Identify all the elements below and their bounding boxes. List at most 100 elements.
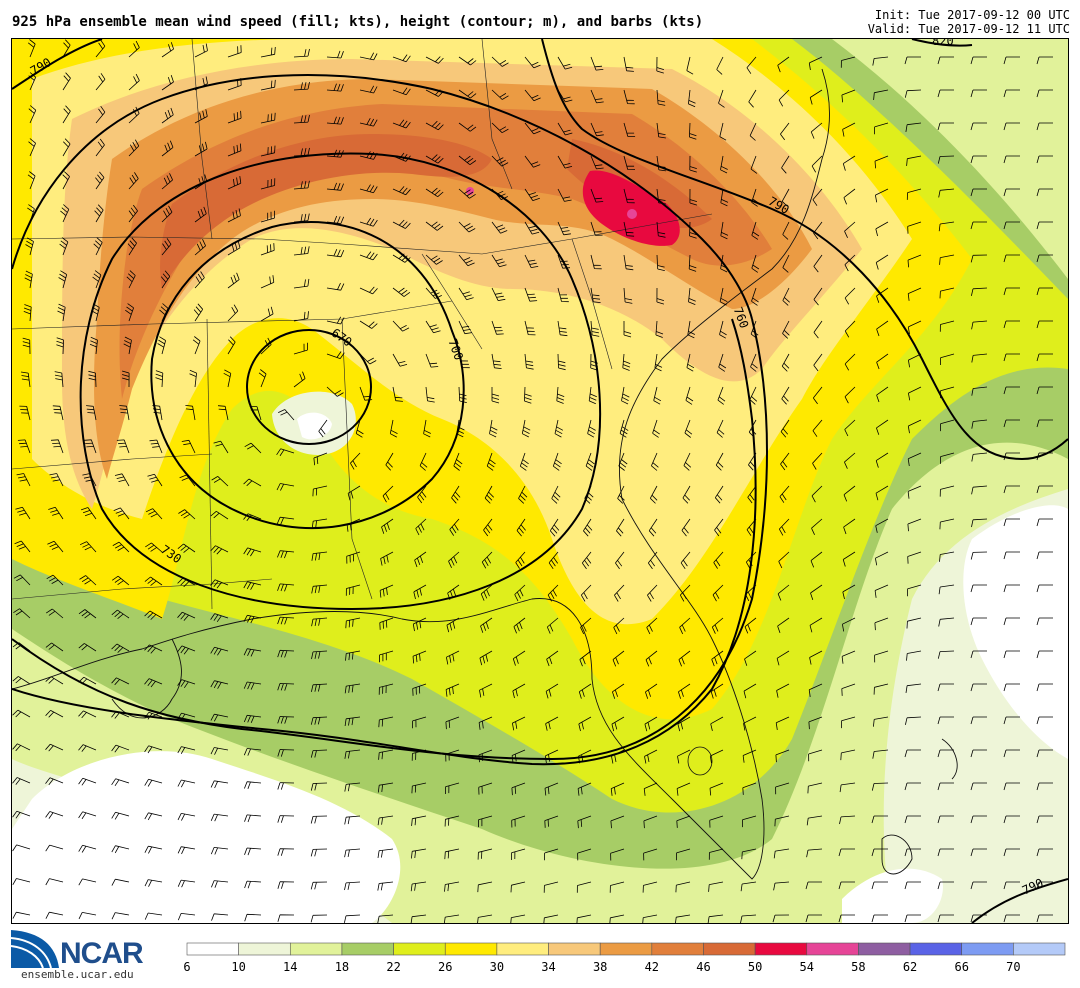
wind-barb <box>656 188 666 205</box>
wind-barb <box>243 748 262 756</box>
wind-barb <box>840 749 856 761</box>
wind-barb <box>907 419 922 434</box>
wind-barb <box>453 452 463 471</box>
wind-barb <box>227 336 236 355</box>
colorbar-tick-label: 38 <box>592 960 608 974</box>
wind-barb <box>45 608 64 619</box>
wind-barb <box>742 782 757 795</box>
wind-barb <box>277 848 295 856</box>
wind-barb <box>123 336 132 355</box>
wind-barb <box>938 617 955 627</box>
wind-barb <box>445 749 460 762</box>
wind-barb <box>843 485 856 502</box>
wind-barb <box>479 683 493 698</box>
wind-barb <box>875 254 889 270</box>
wind-barb <box>685 386 694 405</box>
wind-barb <box>491 188 508 200</box>
wind-barb <box>15 506 31 520</box>
wind-barb <box>277 782 295 790</box>
wind-barb <box>161 238 172 256</box>
wind-barb <box>425 320 441 334</box>
wind-barb <box>585 452 595 471</box>
wind-barb <box>873 683 889 695</box>
wind-barb <box>194 174 208 190</box>
wind-barb <box>477 881 493 893</box>
wind-barb <box>194 206 207 223</box>
wind-barb <box>716 56 724 75</box>
wind-barb <box>709 815 724 828</box>
wind-barb <box>1003 122 1020 131</box>
wind-barb <box>576 881 592 893</box>
wind-barb <box>479 650 493 666</box>
wind-barb <box>293 371 306 388</box>
wind-barb <box>649 485 658 504</box>
wind-barb <box>78 710 97 719</box>
wind-barb <box>615 551 625 570</box>
wind-barb <box>813 254 823 273</box>
wind-barb <box>939 518 955 530</box>
wind-barb <box>57 303 66 322</box>
wind-barb <box>177 712 196 721</box>
wind-barb <box>1036 683 1053 692</box>
wind-barb <box>588 386 597 405</box>
wind-barb <box>750 320 759 339</box>
wind-barb <box>844 287 856 305</box>
colorbar-swatch <box>909 942 963 956</box>
wind-barb <box>227 176 242 190</box>
wind-barb <box>1036 518 1053 527</box>
wind-barb <box>971 386 988 396</box>
wind-barb <box>782 254 790 273</box>
wind-barb <box>782 287 790 306</box>
wind-barb <box>971 452 988 462</box>
wind-barb <box>720 188 729 207</box>
wind-barb <box>478 716 493 730</box>
wind-barb <box>844 386 856 404</box>
wind-barb <box>260 46 276 58</box>
wind-barb <box>746 518 757 536</box>
wind-barb <box>12 743 31 752</box>
wind-barb <box>521 419 531 438</box>
wind-barb <box>970 155 987 164</box>
wind-barb <box>456 419 465 438</box>
wind-barb <box>711 617 724 634</box>
wind-barb <box>458 155 477 166</box>
wind-barb <box>715 452 724 471</box>
wind-barb <box>113 507 130 520</box>
wind-barb <box>94 204 104 223</box>
wind-barb <box>741 848 757 860</box>
colorbar-swatch <box>1013 942 1066 956</box>
wind-barb <box>907 287 922 301</box>
wind-barb <box>876 386 889 403</box>
wind-barb <box>377 815 394 826</box>
wind-barb <box>79 575 97 586</box>
wind-barb <box>688 254 697 272</box>
fill-white-sw <box>12 751 401 923</box>
wind-barb <box>411 749 427 761</box>
wind-barb <box>524 155 541 168</box>
wind-barb <box>25 237 34 256</box>
wind-barb <box>45 743 64 752</box>
wind-barb <box>260 79 276 91</box>
wind-barb <box>773 881 790 891</box>
wind-barb <box>345 617 361 629</box>
wind-barb <box>161 140 174 157</box>
wind-barb <box>578 683 592 699</box>
wind-barb <box>1036 56 1053 65</box>
wind-barb <box>590 254 602 270</box>
wind-barb <box>425 120 444 131</box>
wind-barb <box>20 371 31 388</box>
wind-barb <box>313 452 328 466</box>
wind-barb <box>1003 914 1020 923</box>
wind-barb <box>676 848 691 861</box>
wind-barb <box>937 122 954 131</box>
wind-barb <box>907 221 922 234</box>
wind-barb <box>904 749 921 758</box>
contour-790-c <box>12 318 757 766</box>
wind-barb <box>719 320 727 339</box>
wind-barb <box>1003 881 1020 890</box>
wind-barb <box>45 878 64 886</box>
wind-barb <box>684 419 693 438</box>
wind-barb <box>1036 419 1053 428</box>
colorbar-swatch <box>186 942 239 956</box>
wind-barb <box>655 320 664 338</box>
